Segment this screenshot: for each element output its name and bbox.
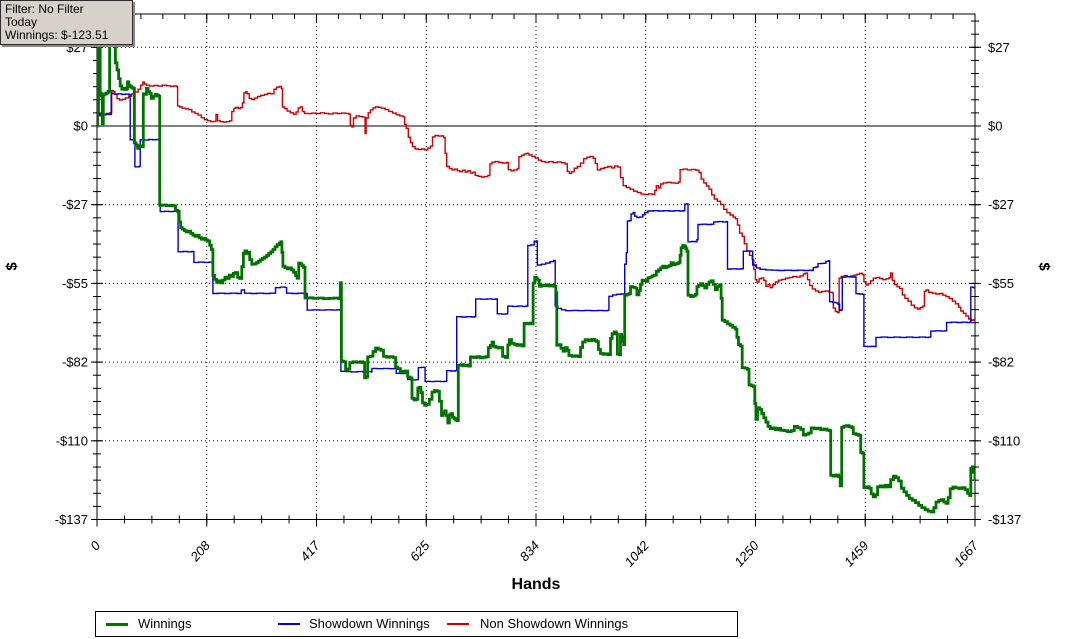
series-showdown-winnings <box>97 92 975 383</box>
legend-label-winnings: Winnings <box>138 616 192 631</box>
svg-text:208: 208 <box>187 537 214 564</box>
svg-text:1042: 1042 <box>621 537 652 569</box>
svg-text:$27: $27 <box>988 40 1010 55</box>
legend-label-non-showdown: Non Showdown Winnings <box>480 616 629 631</box>
svg-text:-$27: -$27 <box>62 197 88 212</box>
svg-text:1459: 1459 <box>841 538 871 570</box>
svg-text:-$55: -$55 <box>62 276 88 291</box>
tooltip-date-line: Today <box>5 15 38 29</box>
svg-text:0: 0 <box>87 537 104 553</box>
svg-text:-$110: -$110 <box>56 433 88 448</box>
svg-text:-$137: -$137 <box>988 512 1021 527</box>
legend-line-sample-showdown <box>278 623 300 625</box>
svg-text:-$27: -$27 <box>988 197 1014 212</box>
svg-text:-$82: -$82 <box>988 355 1014 370</box>
svg-text:834: 834 <box>517 538 543 564</box>
legend-label-showdown: Showdown Winnings <box>309 616 430 631</box>
svg-text:417: 417 <box>297 537 323 564</box>
svg-text:$0: $0 <box>74 119 88 134</box>
series-non-showdown-winnings <box>97 81 975 322</box>
svg-text:-$110: -$110 <box>988 433 1020 448</box>
svg-text:-$137: -$137 <box>55 512 88 527</box>
legend: Winnings Showdown Winnings Non Showdown … <box>95 611 738 637</box>
series-winnings <box>97 14 975 514</box>
tooltip-winnings-line: Winnings: $-123.51 <box>5 28 109 42</box>
legend-line-sample-non-showdown <box>447 623 469 625</box>
svg-text:625: 625 <box>407 537 433 564</box>
svg-text:-$55: -$55 <box>988 276 1014 291</box>
graph-hover-tooltip: Filter: No Filter Today Winnings: $-123.… <box>0 0 133 45</box>
y-axis-title-right: $ <box>1035 262 1053 271</box>
y-axis-title-left: $ <box>3 262 21 271</box>
svg-text:1250: 1250 <box>731 537 762 569</box>
legend-line-sample-winnings <box>106 623 128 626</box>
svg-text:-$82: -$82 <box>62 355 88 370</box>
svg-text:1667: 1667 <box>951 537 982 569</box>
svg-text:$0: $0 <box>988 119 1002 134</box>
x-axis-title: Hands <box>511 576 561 593</box>
tooltip-filter-line: Filter: No Filter <box>5 2 84 16</box>
winnings-chart-plot[interactable]: $27 $27$0 $0-$27 -$27-$55 -$55-$82 -$82-$110-… <box>0 0 1078 605</box>
